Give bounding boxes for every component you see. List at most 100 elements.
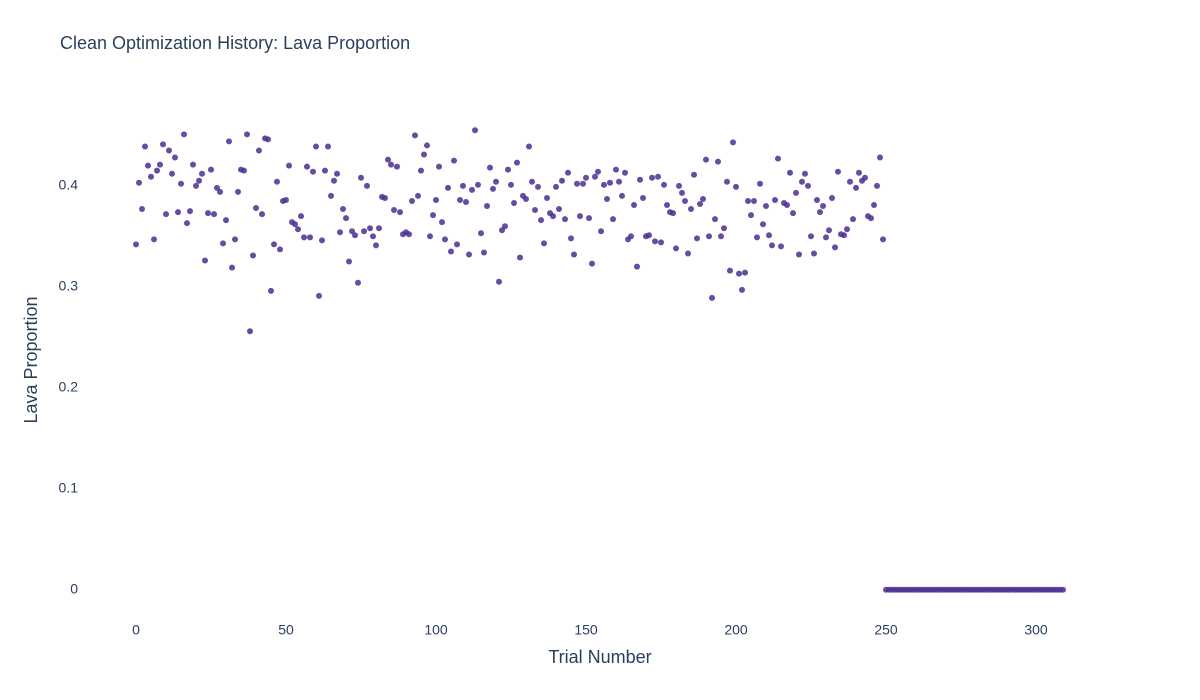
point [346, 258, 353, 265]
point [268, 287, 275, 294]
point [811, 250, 818, 257]
point [460, 182, 467, 189]
point [325, 143, 332, 150]
point [139, 206, 146, 213]
point [835, 168, 842, 175]
point [802, 170, 809, 177]
point [391, 207, 398, 214]
point [424, 142, 431, 149]
point [607, 179, 614, 186]
point [406, 231, 413, 238]
point [481, 249, 488, 256]
point [526, 143, 533, 150]
point [751, 197, 758, 204]
point [394, 163, 401, 170]
point [367, 225, 374, 232]
y-tick-label: 0.1 [59, 479, 79, 495]
point [328, 192, 335, 199]
x-tick-label: 150 [574, 622, 598, 638]
point [457, 196, 464, 203]
point [805, 182, 812, 189]
point [133, 241, 140, 248]
point [850, 216, 857, 223]
point [706, 233, 713, 240]
point [256, 147, 263, 154]
chart-title: Clean Optimization History: Lava Proport… [60, 33, 410, 53]
point [409, 197, 416, 204]
point [601, 181, 608, 188]
point [364, 182, 371, 189]
point [187, 208, 194, 215]
point [658, 239, 665, 246]
point [175, 209, 182, 216]
point [826, 227, 833, 234]
point [679, 189, 686, 196]
point [508, 181, 515, 188]
point [823, 234, 830, 241]
point [766, 232, 773, 239]
point [880, 236, 887, 243]
point [199, 170, 206, 177]
point [397, 209, 404, 216]
y-tick-label: 0 [70, 580, 78, 596]
point [784, 202, 791, 209]
point [721, 225, 728, 232]
point [202, 257, 209, 264]
y-axis-title: Lava Proportion [21, 296, 41, 423]
point [646, 232, 653, 239]
point [178, 180, 185, 187]
point [298, 213, 305, 220]
point [343, 215, 350, 222]
point [352, 232, 359, 239]
point [241, 167, 248, 174]
point [841, 232, 848, 239]
point [844, 226, 851, 233]
y-tick-label: 0.2 [59, 378, 79, 394]
point [265, 136, 272, 143]
point [529, 178, 536, 185]
point [541, 240, 548, 247]
point [685, 250, 692, 257]
point [286, 162, 293, 169]
point [739, 286, 746, 293]
point [742, 269, 749, 276]
point [259, 211, 266, 218]
point [490, 185, 497, 192]
point [640, 194, 647, 201]
point [487, 164, 494, 171]
point [301, 234, 308, 241]
point [172, 154, 179, 161]
point [670, 210, 677, 217]
point [871, 202, 878, 209]
point [151, 236, 158, 243]
point [763, 203, 770, 210]
point [727, 267, 734, 274]
point [253, 205, 260, 212]
point [556, 206, 563, 213]
point [433, 196, 440, 203]
point [715, 158, 722, 165]
point [217, 188, 224, 195]
point [310, 168, 317, 175]
point [157, 161, 164, 168]
point [664, 202, 671, 209]
point [595, 168, 602, 175]
point [388, 161, 395, 168]
point [631, 202, 638, 209]
point [796, 251, 803, 258]
point [322, 167, 329, 174]
point [790, 210, 797, 217]
point [418, 167, 425, 174]
point [814, 196, 821, 203]
point [691, 171, 698, 178]
point [496, 278, 503, 285]
point [748, 212, 755, 219]
point [340, 206, 347, 213]
point [682, 197, 689, 204]
point [436, 163, 443, 170]
point [232, 236, 239, 243]
point [160, 141, 167, 148]
point [181, 131, 188, 138]
point [478, 230, 485, 237]
point [451, 157, 458, 164]
